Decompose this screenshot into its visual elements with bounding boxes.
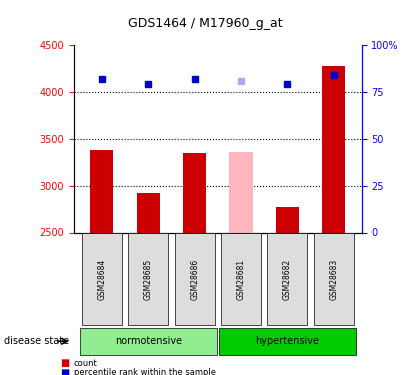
Bar (276, 207, 299, 232)
FancyBboxPatch shape (80, 328, 217, 355)
Text: percentile rank within the sample: percentile rank within the sample (74, 368, 216, 375)
Bar (183, 153, 206, 232)
Bar (322, 66, 345, 232)
Text: disease state: disease state (4, 336, 69, 346)
FancyBboxPatch shape (268, 233, 307, 325)
Bar (136, 193, 160, 232)
Text: GDS1464 / M17960_g_at: GDS1464 / M17960_g_at (128, 17, 283, 30)
FancyBboxPatch shape (82, 233, 122, 325)
FancyBboxPatch shape (314, 233, 354, 325)
Text: GSM28684: GSM28684 (97, 259, 106, 300)
FancyBboxPatch shape (128, 233, 168, 325)
Bar (90, 150, 113, 232)
Text: GSM28683: GSM28683 (329, 259, 338, 300)
Text: GSM28685: GSM28685 (144, 259, 153, 300)
FancyBboxPatch shape (221, 233, 261, 325)
Text: ■: ■ (60, 358, 70, 368)
Text: normotensive: normotensive (115, 336, 182, 346)
Bar (229, 152, 253, 232)
FancyBboxPatch shape (219, 328, 356, 355)
Text: hypertensive: hypertensive (255, 336, 319, 346)
Text: GSM28682: GSM28682 (283, 259, 292, 300)
FancyBboxPatch shape (175, 233, 215, 325)
Text: ■: ■ (60, 368, 70, 375)
Text: GSM28686: GSM28686 (190, 259, 199, 300)
Text: GSM28681: GSM28681 (237, 259, 245, 300)
Text: count: count (74, 358, 98, 368)
